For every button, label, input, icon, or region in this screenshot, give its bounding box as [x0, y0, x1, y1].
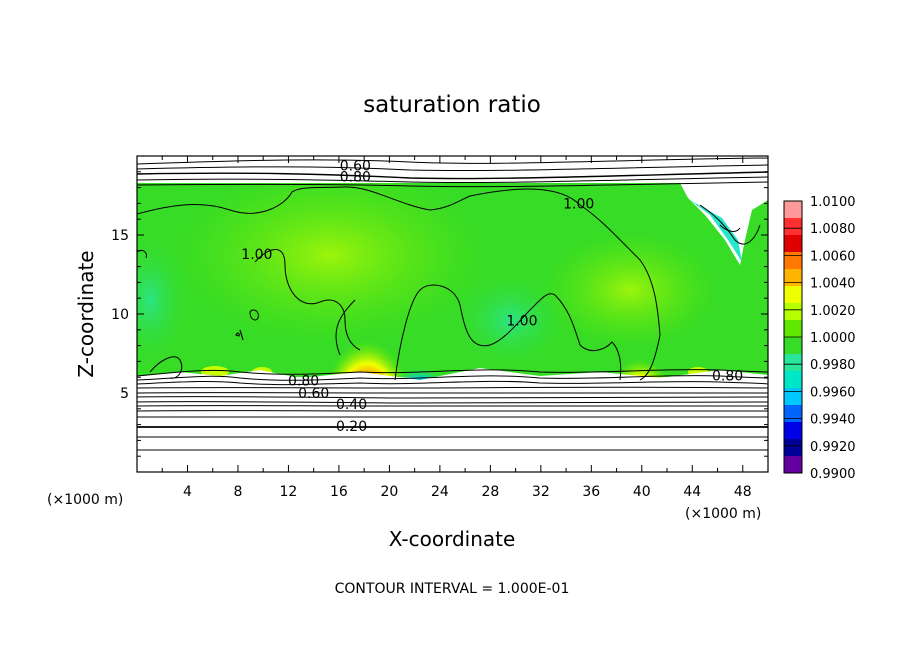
chart-title: saturation ratio: [363, 92, 541, 118]
x-tick-label: 24: [431, 484, 449, 500]
x-axis: 4 8 12 16 20 24 28 32 36 40 44 48: [161, 156, 752, 500]
y-tick-label: 15: [111, 228, 129, 244]
colorbar-swatch: [784, 371, 802, 389]
saturation-field: [137, 156, 768, 472]
moist-plume-region: [170, 165, 490, 345]
contour-label: 0.60: [298, 386, 329, 402]
colorbar-label: 0.9920: [810, 440, 856, 455]
colorbar-label: 1.0020: [810, 304, 856, 319]
y-axis-label: Z-coordinate: [74, 250, 98, 377]
x-tick-label: 36: [582, 484, 600, 500]
colorbar-label: 1.0080: [810, 222, 856, 237]
colorbar-swatch: [784, 286, 802, 304]
colorbar-swatch: [784, 388, 802, 406]
colorbar-swatch: [784, 252, 802, 270]
colorbar-swatch: [784, 422, 802, 440]
x-tick-label: 12: [280, 484, 298, 500]
x-tick-label: 48: [734, 484, 752, 500]
colorbar-swatch: [784, 439, 802, 457]
y-tick-label: 10: [111, 307, 129, 323]
contour-interval-note: CONTOUR INTERVAL = 1.000E-01: [335, 581, 570, 597]
colorbar-label: 1.0000: [810, 331, 856, 346]
colorbar-label: 0.9980: [810, 358, 856, 373]
contour-labels: 0.600.801.001.001.000.800.600.400.200.80: [241, 158, 743, 435]
colorbar-swatch: [784, 235, 802, 253]
contour-label: 1.00: [563, 196, 594, 212]
contour-label: 0.40: [336, 397, 367, 413]
colorbar-label: 0.9940: [810, 413, 856, 428]
colorbar: 1.0100 1.0080 1.0060 1.0040 1.0020 1.0000 0.99…: [783, 195, 856, 482]
contour-label: 1.00: [506, 313, 537, 329]
colorbar-label: 1.0100: [810, 195, 856, 210]
colorbar-swatch: [784, 201, 802, 219]
contour-label: 1.00: [241, 247, 272, 263]
colorbar-swatch: [784, 405, 802, 423]
x-tick-label: 16: [330, 484, 348, 500]
x-tick-label: 44: [683, 484, 701, 500]
x-tick-label: 40: [633, 484, 651, 500]
colorbar-label: 0.9960: [810, 385, 856, 400]
colorbar-swatch: [784, 303, 802, 321]
colorbar-label: 0.9900: [810, 467, 856, 482]
contour-label: 0.80: [288, 373, 319, 389]
colorbar-label: 1.0060: [810, 249, 856, 264]
contour-label: 0.80: [340, 170, 371, 186]
colorbar-label: 1.0040: [810, 277, 856, 292]
y-tick-label: 5: [120, 386, 129, 402]
x-unit-label: (×1000 m): [685, 506, 761, 522]
contour-label: 0.60: [340, 158, 371, 174]
x-tick-label: 32: [532, 484, 550, 500]
contour-label: 0.80: [712, 369, 743, 385]
colorbar-swatch: [784, 320, 802, 338]
x-tick-label: 8: [233, 484, 242, 500]
y-axis: 5 10 15: [111, 171, 768, 457]
x-axis-label: X-coordinate: [389, 527, 516, 551]
x-tick-label: 4: [183, 484, 192, 500]
x-tick-label: 20: [380, 484, 398, 500]
contour-lines: [137, 157, 768, 451]
x-tick-label: 28: [481, 484, 499, 500]
z-unit-label: (×1000 m): [47, 492, 123, 508]
colorbar-swatch: [784, 456, 802, 474]
lower-white: [137, 368, 768, 472]
moist-plume-region: [540, 230, 720, 350]
contour-label: 0.20: [336, 419, 367, 435]
cyan-region: [137, 230, 190, 370]
colorbar-swatch: [784, 218, 802, 236]
colorbar-swatch: [784, 354, 802, 372]
colorbar-swatch: [784, 269, 802, 287]
colorbar-swatch: [784, 337, 802, 355]
